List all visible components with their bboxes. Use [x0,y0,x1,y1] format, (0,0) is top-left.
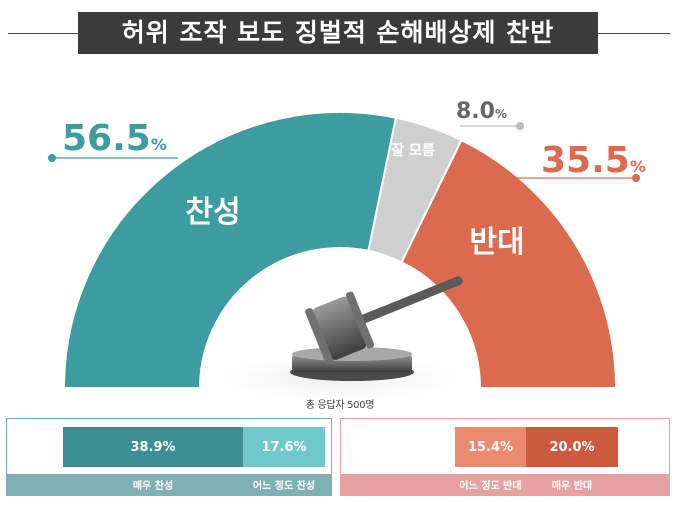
strong-agree-bar: 38.9% [63,427,243,467]
label-unsure: 잘 모름 [391,143,435,159]
slice-oppose [400,138,618,389]
strong-oppose-label: 매우 반대 [551,481,593,492]
somewhat-oppose-bar: 15.4% [455,427,526,467]
slice-agree [62,111,398,389]
label-oppose: 반대 [469,225,524,260]
agree-breakdown-panel: 38.9% 17.6% 매우 찬성 어느 정도 찬성 [6,418,332,496]
label-agree: 찬성 [185,195,240,230]
title-rule-right [598,33,670,34]
strong-agree-label: 매우 찬성 [132,481,174,492]
leader-dot-unsure [516,122,524,130]
chart-title: 허위 조작 보도 징벌적 손해배상제 찬반 [78,12,598,54]
leader-dot-oppose [632,174,640,182]
somewhat-agree-label: 어느 정도 찬성 [252,481,316,492]
value-unsure-unit: % [495,107,507,121]
value-agree-unit: % [151,135,167,154]
leader-dot-agree [48,154,56,162]
oppose-label-strip [340,474,670,496]
value-agree: 56.5% [62,118,167,159]
value-oppose: 35.5% [541,140,646,181]
gavel-icon [220,276,463,400]
strong-oppose-bar: 20.0% [526,427,618,467]
oppose-breakdown-panel: 15.4% 20.0% 어느 정도 반대 매우 반대 [340,418,670,496]
somewhat-oppose-label: 어느 정도 반대 [459,481,522,492]
respondent-count: 총 응답자 500명 [305,400,375,411]
somewhat-agree-bar: 17.6% [243,427,325,467]
value-oppose-unit: % [630,157,646,176]
value-unsure: 8.0% [456,99,507,124]
title-rule-left [8,33,78,34]
agree-label-strip [6,474,332,496]
